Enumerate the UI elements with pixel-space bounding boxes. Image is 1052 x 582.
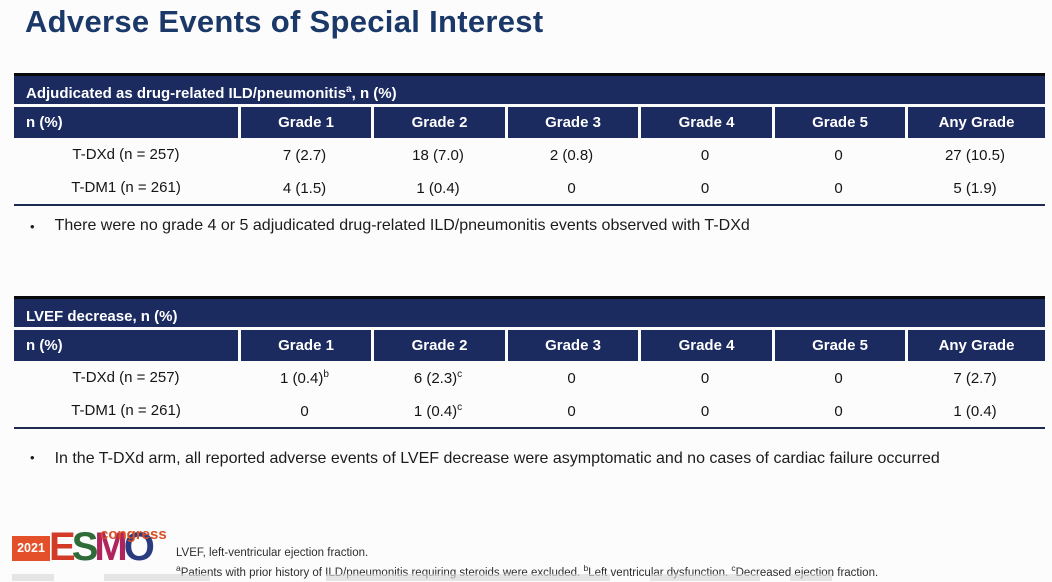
- bullet-lvef-note: • In the T-DXd arm, all reported adverse…: [30, 448, 995, 469]
- cell-value: 0: [300, 402, 309, 420]
- column-header-grade5: Grade 5: [772, 330, 905, 361]
- logo-congress-label: congress: [100, 526, 167, 543]
- cell-value: 7 (2.7): [953, 369, 997, 387]
- table-caption-lvef: LVEF decrease, n (%): [14, 299, 1045, 327]
- caption-superscript: a: [346, 84, 352, 95]
- column-header-grade1: Grade 1: [238, 107, 371, 138]
- cell-value: 0: [567, 369, 576, 387]
- bullet-text: There were no grade 4 or 5 adjudicated d…: [54, 217, 750, 234]
- table-row: T-DXd (n = 257) 1 (0.4)b 6 (2.3)c 0 0 0 …: [14, 361, 1045, 394]
- page-title: Adverse Events of Special Interest: [25, 4, 544, 39]
- ild-header-row: n (%) Grade 1 Grade 2 Grade 3 Grade 4 Gr…: [14, 107, 1045, 138]
- column-header-grade3: Grade 3: [505, 330, 638, 361]
- esmo-wordmark: ESMO: [49, 525, 155, 569]
- column-header-any-grade: Any Grade: [905, 107, 1045, 138]
- cell-value: 0: [834, 179, 843, 197]
- cell-value: 1 (0.4)b: [280, 368, 329, 387]
- column-header-n-pct: n (%): [14, 107, 238, 138]
- cell-value: 2 (0.8): [549, 146, 594, 164]
- lvef-header-row: n (%) Grade 1 Grade 2 Grade 3 Grade 4 Gr…: [14, 330, 1045, 361]
- cell-value: 1 (0.4): [416, 179, 460, 197]
- cell-value: 5 (1.9): [953, 179, 997, 197]
- cell-value: 18 (7.0): [412, 146, 464, 164]
- column-header-grade1: Grade 1: [238, 330, 371, 361]
- caption-text: LVEF decrease, n (%): [26, 308, 178, 325]
- lvef-table: n (%) Grade 1 Grade 2 Grade 3 Grade 4 Gr…: [14, 330, 1045, 429]
- row-label: T-DM1 (n = 261): [71, 402, 181, 419]
- column-header-grade4: Grade 4: [638, 107, 772, 138]
- table-row: T-DM1 (n = 261) 4 (1.5) 1 (0.4) 0 0 0 5 …: [14, 171, 1045, 204]
- column-header-any-grade: Any Grade: [905, 330, 1045, 361]
- table-row: T-DM1 (n = 261) 0 1 (0.4)c 0 0 0 1 (0.4): [14, 394, 1045, 427]
- bullet-text: In the T-DXd arm, all reported adverse e…: [54, 450, 940, 467]
- footnotes: LVEF, left-ventricular ejection fraction…: [176, 546, 878, 581]
- footnote-abbreviation: LVEF, left-ventricular ejection fraction…: [176, 547, 369, 559]
- table-row: T-DXd (n = 257) 7 (2.7) 18 (7.0) 2 (0.8)…: [14, 138, 1045, 171]
- video-artifact-bar: [12, 574, 54, 581]
- bullet-glyph: •: [30, 450, 35, 465]
- cell-value: 6 (2.3)c: [413, 368, 463, 387]
- caption-text: Adjudicated as drug-related ILD/pneumoni…: [26, 85, 347, 102]
- row-label: T-DXd (n = 257): [72, 146, 180, 163]
- cell-value: 0: [834, 146, 843, 164]
- cell-value: 0: [700, 402, 710, 420]
- video-artifact-bar: [650, 574, 760, 581]
- column-header-grade5: Grade 5: [772, 107, 905, 138]
- row-label: T-DM1 (n = 261): [71, 179, 181, 196]
- cell-value: 1 (0.4)c: [413, 401, 463, 420]
- ild-table: n (%) Grade 1 Grade 2 Grade 3 Grade 4 Gr…: [14, 107, 1045, 206]
- logo-year-badge: 2021: [12, 536, 50, 561]
- row-label: T-DXd (n = 257): [72, 369, 180, 386]
- video-artifact-bar: [790, 574, 832, 581]
- cell-value: 7 (2.7): [282, 146, 327, 164]
- video-artifact-bar: [326, 574, 610, 581]
- cell-value: 1 (0.4): [953, 402, 997, 420]
- esmo-congress-logo: 2021 ESMO congress: [12, 525, 182, 578]
- cell-value: 0: [567, 179, 576, 197]
- column-header-grade3: Grade 3: [505, 107, 638, 138]
- column-header-grade4: Grade 4: [638, 330, 772, 361]
- cell-value: 27 (10.5): [944, 146, 1006, 164]
- bullet-glyph: •: [30, 219, 35, 234]
- caption-suffix: , n (%): [351, 85, 397, 102]
- cell-value: 0: [834, 369, 843, 387]
- cell-value: 0: [834, 402, 843, 420]
- column-header-grade2: Grade 2: [371, 107, 505, 138]
- table-caption-ild: Adjudicated as drug-related ILD/pneumoni…: [14, 76, 1045, 104]
- table-lvef-decrease: LVEF decrease, n (%) n (%) Grade 1 Grade…: [14, 296, 1045, 429]
- column-header-n-pct: n (%): [14, 330, 238, 361]
- bullet-ild-note: • There were no grade 4 or 5 adjudicated…: [30, 217, 1020, 237]
- cell-value: 0: [567, 402, 576, 420]
- cell-value: 0: [700, 146, 710, 164]
- cell-value: 0: [700, 179, 710, 197]
- video-artifact-bar: [104, 574, 210, 581]
- table-ild-pneumonitis: Adjudicated as drug-related ILD/pneumoni…: [14, 73, 1045, 206]
- cell-value: 4 (1.5): [282, 179, 327, 197]
- cell-value: 0: [700, 369, 710, 387]
- column-header-grade2: Grade 2: [371, 330, 505, 361]
